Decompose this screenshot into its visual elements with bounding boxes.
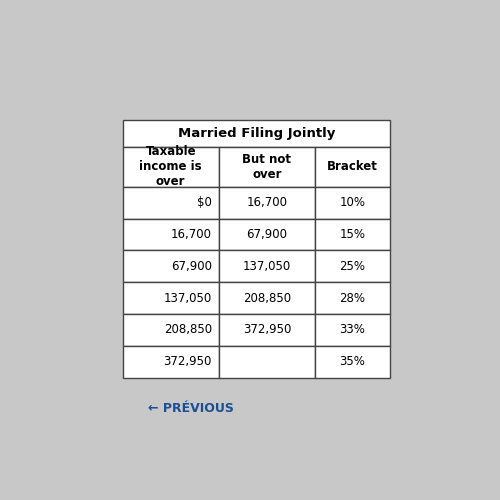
Bar	[219, 186, 315, 218]
Bar	[219, 346, 315, 378]
Bar	[122, 282, 219, 314]
Bar	[219, 282, 315, 314]
Text: 67,900: 67,900	[171, 260, 212, 273]
Text: 137,050: 137,050	[243, 260, 291, 273]
Bar	[219, 250, 315, 282]
Text: 16,700: 16,700	[171, 228, 212, 241]
Text: 208,850: 208,850	[164, 324, 212, 336]
Bar	[315, 218, 390, 250]
Text: 35%: 35%	[340, 355, 365, 368]
Bar	[315, 346, 390, 378]
Text: 372,950: 372,950	[164, 355, 212, 368]
Bar	[315, 282, 390, 314]
Text: 33%: 33%	[340, 324, 365, 336]
Bar	[219, 147, 315, 186]
Bar	[122, 147, 219, 186]
Text: 15%: 15%	[340, 228, 365, 241]
Text: 25%: 25%	[340, 260, 365, 273]
Bar	[315, 147, 390, 186]
Text: Married Filing Jointly: Married Filing Jointly	[178, 126, 335, 140]
Bar	[122, 120, 390, 147]
Bar	[122, 314, 219, 346]
Bar	[122, 218, 219, 250]
Text: Bracket: Bracket	[327, 160, 378, 173]
Bar	[315, 314, 390, 346]
Bar	[122, 186, 219, 218]
Text: 67,900: 67,900	[246, 228, 288, 241]
Text: 372,950: 372,950	[243, 324, 291, 336]
Bar	[315, 186, 390, 218]
Text: 10%: 10%	[340, 196, 365, 209]
Text: ← PRÉVIOUS: ← PRÉVIOUS	[148, 402, 234, 415]
Bar	[122, 346, 219, 378]
Text: Taxable
income is
over: Taxable income is over	[140, 146, 202, 188]
Text: But not
over: But not over	[242, 153, 292, 181]
Text: 137,050: 137,050	[164, 292, 212, 304]
Text: 208,850: 208,850	[243, 292, 291, 304]
Bar	[315, 250, 390, 282]
Bar	[219, 314, 315, 346]
Text: 28%: 28%	[340, 292, 365, 304]
Text: $0: $0	[197, 196, 212, 209]
Text: 16,700: 16,700	[246, 196, 288, 209]
Bar	[219, 218, 315, 250]
Bar	[122, 250, 219, 282]
